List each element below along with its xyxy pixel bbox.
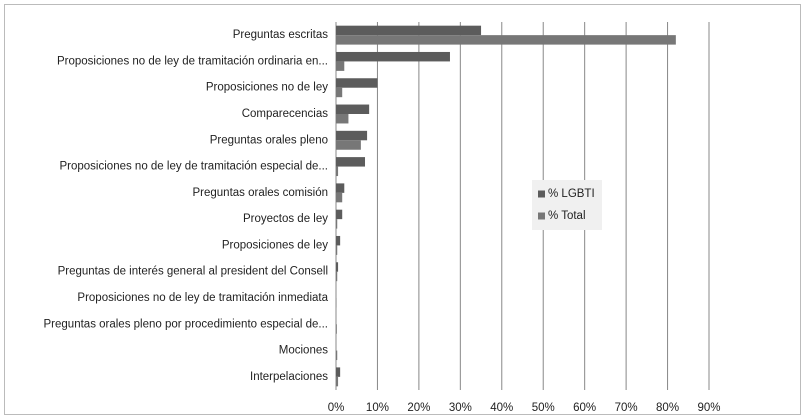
x-tick-label: 20% <box>407 402 430 414</box>
bar <box>336 324 337 334</box>
bar <box>336 271 338 282</box>
bar <box>336 235 341 246</box>
bar <box>336 367 341 377</box>
legend-swatch <box>538 190 545 198</box>
bar <box>336 209 343 220</box>
y-tick-label: Proposiciones no de ley <box>206 82 328 94</box>
bar <box>336 157 366 167</box>
y-tick-label: Preguntas de interés general al presiden… <box>58 266 328 278</box>
x-tick-label: 50% <box>532 402 555 414</box>
y-tick-label: Comparecencias <box>242 108 329 120</box>
x-tick-label: 90% <box>697 402 720 414</box>
legend-box <box>532 180 602 230</box>
legend-swatch <box>538 212 545 220</box>
y-tick-label: Preguntas orales comisión <box>192 187 328 199</box>
bar <box>336 219 338 229</box>
bar <box>336 130 368 141</box>
bar <box>336 166 339 177</box>
y-tick-label: Proposiciones no de ley de tramitación o… <box>57 55 328 67</box>
bar <box>336 140 361 150</box>
y-tick-label: Preguntas escritas <box>233 29 328 41</box>
x-tick-label: 60% <box>573 402 596 414</box>
bar <box>336 245 338 255</box>
x-tick-label: 10% <box>366 402 389 414</box>
y-tick-label: Mociones <box>279 345 328 357</box>
bar <box>336 183 345 193</box>
bar <box>336 376 339 387</box>
bar <box>336 61 345 71</box>
bar <box>336 25 482 36</box>
x-tick-label: 70% <box>615 402 638 414</box>
bar <box>336 350 338 361</box>
bar <box>336 87 343 98</box>
y-tick-label: Proyectos de ley <box>243 213 328 225</box>
bar <box>336 114 349 124</box>
y-tick-label: Proposiciones de ley <box>222 239 328 251</box>
y-tick-label: Proposiciones no de ley de tramitación e… <box>60 161 329 173</box>
x-tick-label: 40% <box>490 402 513 414</box>
bar <box>336 192 343 203</box>
y-tick-label: Interpelaciones <box>250 371 328 383</box>
bar <box>336 104 370 114</box>
legend-label: % LGBTI <box>548 188 595 200</box>
bar <box>336 78 378 88</box>
y-tick-label: Preguntas orales pleno <box>210 134 328 146</box>
x-tick-label: 0% <box>328 402 345 414</box>
legend-label: % Total <box>548 210 586 222</box>
x-tick-label: 30% <box>449 402 472 414</box>
y-tick-label: Preguntas orales pleno por procedimiento… <box>44 318 328 330</box>
bar <box>336 35 676 45</box>
bar <box>336 51 450 62</box>
y-tick-label: Proposiciones no de ley de tramitación i… <box>77 292 328 304</box>
x-tick-label: 80% <box>656 402 679 414</box>
bar <box>336 262 339 272</box>
